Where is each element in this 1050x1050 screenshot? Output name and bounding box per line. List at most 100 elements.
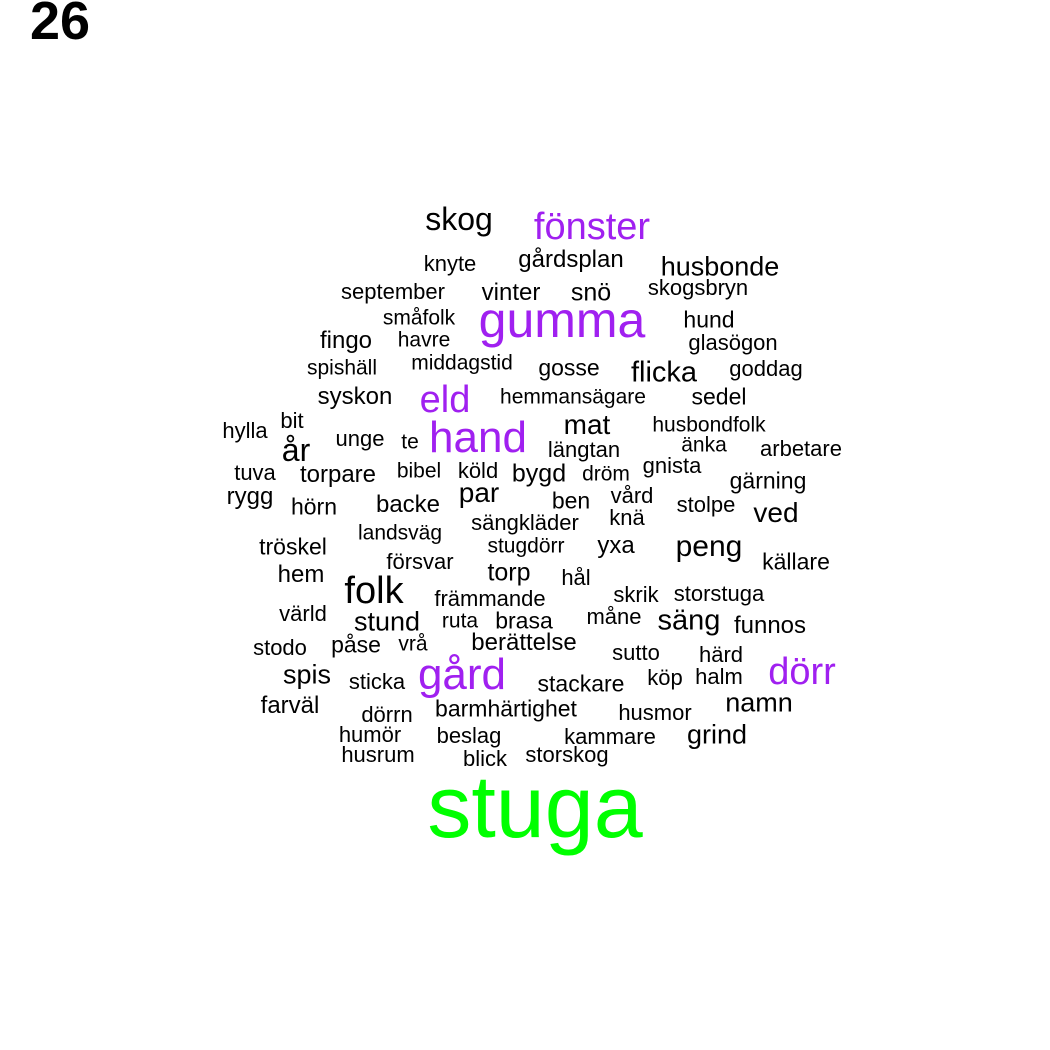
cloud-word: stund: [353, 606, 421, 637]
cloud-word: goddag: [729, 356, 803, 381]
cloud-word: år: [281, 432, 311, 468]
cloud-word: tuva: [234, 460, 276, 485]
cloud-word: hem: [277, 561, 325, 588]
cloud-word: fingo: [319, 327, 373, 354]
cloud-word: värld: [279, 601, 327, 626]
cloud-word: hål: [561, 565, 591, 590]
cloud-word: husrum: [341, 742, 415, 767]
cloud-word: kammare: [564, 724, 656, 749]
cloud-word: torp: [487, 558, 531, 587]
cloud-word: bit: [280, 408, 304, 433]
cloud-word: par: [458, 477, 500, 508]
cloud-word: sutto: [612, 640, 660, 665]
cloud-word: stuga: [427, 757, 643, 856]
cloud-word: funnos: [733, 612, 807, 639]
cloud-word: yxa: [597, 532, 635, 559]
cloud-word: snö: [570, 278, 612, 307]
cloud-word: längtan: [547, 437, 621, 462]
cloud-word: gård: [417, 650, 507, 699]
cloud-word: källare: [762, 548, 830, 575]
cloud-word: dörrn: [361, 702, 413, 727]
cloud-word: te: [401, 430, 419, 454]
cloud-word: landsväg: [357, 521, 443, 545]
cloud-word: humör: [338, 722, 402, 747]
cloud-word: halm: [695, 664, 743, 689]
cloud-word: måne: [586, 604, 642, 629]
cloud-word: tröskel: [259, 533, 327, 560]
cloud-word: ruta: [441, 609, 479, 633]
cloud-word: husbonde: [660, 251, 780, 282]
cloud-word: flicka: [630, 356, 698, 389]
cloud-word: gumma: [478, 292, 646, 348]
cloud-word: vård: [610, 483, 654, 508]
cloud-word: middagstid: [411, 351, 513, 375]
cloud-word: unge: [335, 426, 385, 451]
cloud-word: folk: [344, 570, 404, 612]
cloud-word: ved: [753, 497, 799, 528]
cloud-word: gärning: [729, 467, 807, 494]
cloud-word: sängkläder: [471, 510, 579, 535]
cloud-word: säng: [657, 604, 721, 637]
cloud-word: storstuga: [673, 581, 765, 606]
cloud-word: försvar: [386, 549, 454, 574]
cloud-word: gårdsplan: [518, 246, 624, 273]
cloud-word: berättelse: [471, 629, 577, 656]
cloud-word: barmhärtighet: [435, 695, 577, 722]
cloud-word: syskon: [317, 383, 393, 410]
cloud-word: sticka: [348, 669, 406, 694]
cloud-word: mat: [563, 409, 611, 440]
cloud-word: hylla: [222, 418, 268, 443]
cloud-word: knä: [609, 505, 645, 530]
cloud-word: havre: [397, 328, 451, 352]
cloud-word: stackare: [537, 670, 625, 697]
cloud-word: rygg: [226, 483, 274, 510]
cloud-word: knyte: [423, 251, 477, 276]
cloud-word: hemmansägare: [500, 385, 646, 409]
cloud-word: skogsbryn: [647, 275, 749, 300]
cloud-word: farväl: [260, 692, 320, 719]
cloud-word: husmor: [618, 700, 692, 725]
cloud-word: gnista: [642, 453, 702, 478]
cloud-word: hand: [429, 413, 527, 462]
cloud-word: storskog: [525, 742, 609, 767]
cloud-word: köld: [457, 458, 499, 483]
cloud-word: glasögon: [688, 330, 778, 355]
cloud-word: änka: [681, 433, 727, 457]
cloud-word: peng: [675, 530, 743, 563]
cloud-word: husbondfolk: [652, 413, 766, 437]
cloud-word: vrå: [398, 632, 428, 656]
cloud-word: arbetare: [760, 436, 842, 461]
cloud-word: spis: [282, 659, 332, 690]
cloud-word: påse: [331, 631, 381, 658]
cloud-word: vinter: [481, 279, 541, 306]
cloud-word: backe: [375, 491, 441, 518]
cloud-word: dröm: [582, 462, 630, 486]
cloud-word: hörn: [290, 493, 338, 520]
cloud-word: grind: [686, 719, 748, 750]
cloud-word: beslag: [436, 723, 502, 748]
cloud-word: dörr: [768, 651, 836, 693]
cloud-word: brasa: [495, 607, 553, 634]
cloud-word: ben: [551, 487, 591, 514]
cloud-word: gosse: [538, 354, 600, 381]
cloud-word: torpare: [299, 461, 377, 488]
cloud-word: fönster: [533, 206, 651, 248]
cloud-word: främmande: [434, 586, 546, 611]
cloud-word: bygd: [511, 459, 567, 488]
cloud-word: stugdörr: [487, 534, 565, 558]
cloud-word: härd: [698, 642, 744, 667]
cloud-word: bibel: [396, 459, 442, 483]
cloud-word: blick: [462, 746, 508, 771]
cloud-word: september: [341, 279, 445, 304]
panel-number: 26: [30, 0, 91, 51]
cloud-word: sedel: [691, 383, 747, 410]
cloud-word: spishäll: [306, 356, 378, 380]
cloud-word: småfolk: [382, 306, 456, 330]
cloud-word: stodo: [253, 635, 307, 660]
cloud-word: skog: [425, 201, 493, 237]
cloud-word: namn: [725, 687, 793, 718]
cloud-word: stolpe: [676, 492, 736, 517]
cloud-word: hund: [683, 306, 735, 333]
cloud-word: skrik: [613, 582, 659, 607]
